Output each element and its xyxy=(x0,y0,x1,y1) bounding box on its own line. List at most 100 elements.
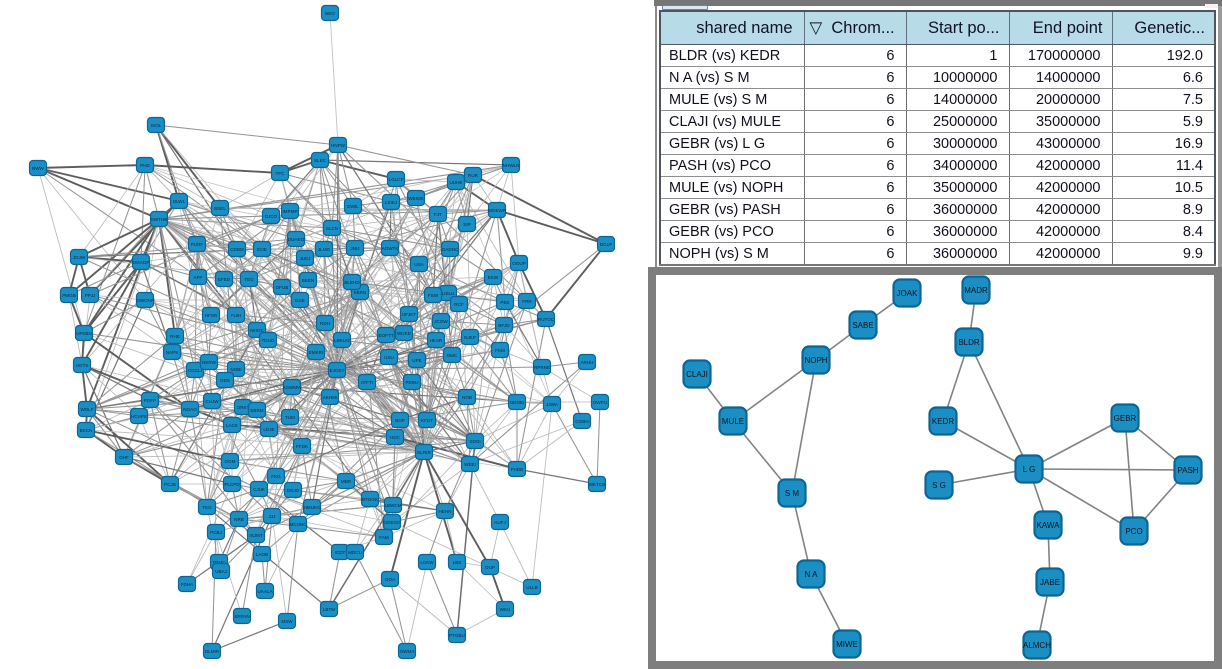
svg-text:RPRNE: RPRNE xyxy=(534,365,550,370)
svg-text:ORKT: ORKT xyxy=(237,405,250,410)
svg-text:PHD: PHD xyxy=(140,163,150,168)
svg-text:OFUB: OFUB xyxy=(276,285,289,290)
svg-text:FRR: FRR xyxy=(522,299,532,304)
svg-text:AGWMW: AGWMW xyxy=(282,385,302,390)
svg-text:FDHA: FDHA xyxy=(181,582,194,587)
svg-text:BKEN: BKEN xyxy=(302,278,315,283)
svg-text:GGM: GGM xyxy=(225,459,236,464)
svg-text:BWW: BWW xyxy=(32,166,44,171)
svg-text:JOJW: JOJW xyxy=(73,255,86,260)
svg-text:WBIMK: WBIMK xyxy=(408,196,425,201)
svg-text:CGCLI: CGCLI xyxy=(188,368,202,373)
svg-text:PDWJ: PDWJ xyxy=(405,380,418,385)
svg-text:TUM: TUM xyxy=(285,415,295,420)
svg-text:JABE: JABE xyxy=(1040,578,1060,587)
svg-text:RUR: RUR xyxy=(468,173,479,178)
svg-text:WUKD: WUKD xyxy=(397,331,412,336)
svg-text:PCBJ: PCBJ xyxy=(210,530,222,535)
svg-text:PMGB: PMGB xyxy=(62,293,76,298)
svg-text:LBWCM: LBWCM xyxy=(384,503,401,508)
svg-text:SABE: SABE xyxy=(852,321,873,330)
svg-text:ISJMT: ISJMT xyxy=(249,533,262,538)
svg-text:IMPMP: IMPMP xyxy=(282,209,297,214)
svg-text:FSW: FSW xyxy=(428,293,439,298)
svg-text:ODOEI: ODOEI xyxy=(510,400,525,405)
svg-text:KBRN: KBRN xyxy=(354,290,367,295)
svg-text:UUHE: UUHE xyxy=(449,180,462,185)
svg-text:BEO: BEO xyxy=(325,11,335,16)
svg-text:HKAR: HKAR xyxy=(430,338,443,343)
svg-text:SWTHB: SWTHB xyxy=(151,217,168,222)
svg-text:PLCPD: PLCPD xyxy=(224,482,240,487)
svg-text:USA: USA xyxy=(414,262,424,267)
svg-text:LBS: LBS xyxy=(453,560,462,565)
svg-text:DWIL: DWIL xyxy=(347,204,359,209)
svg-text:JNIJ: JNIJ xyxy=(350,246,359,251)
svg-text:JJJ: JJJ xyxy=(269,514,276,519)
svg-text:EBRM: EBRM xyxy=(250,408,263,413)
svg-text:OOUP: OOUP xyxy=(512,261,526,266)
svg-text:JLMG: JLMG xyxy=(318,247,331,252)
svg-text:MDCU: MDCU xyxy=(348,550,362,555)
svg-text:RHE: RHE xyxy=(170,334,180,339)
svg-text:RCF: RCF xyxy=(454,302,464,307)
svg-text:TFC: TFC xyxy=(276,171,286,176)
svg-text:HCAPE: HCAPE xyxy=(131,414,147,419)
svg-text:DLWL: DLWL xyxy=(173,199,186,204)
svg-text:USU: USU xyxy=(384,355,394,360)
svg-text:HDC: HDC xyxy=(390,435,401,440)
svg-text:ODS: ODS xyxy=(220,378,230,383)
svg-text:NOB: NOB xyxy=(462,395,472,400)
svg-text:KFDT: KFDT xyxy=(421,418,433,423)
svg-text:MIWE: MIWE xyxy=(836,640,858,649)
svg-text:MSW: MSW xyxy=(281,619,293,624)
svg-text:NRB: NRB xyxy=(234,517,244,522)
svg-text:ALMCH: ALMCH xyxy=(1023,641,1051,650)
svg-text:JJWA: JJWA xyxy=(546,402,559,407)
svg-text:UFKBN: UFKBN xyxy=(76,331,92,336)
svg-text:EFED: EFED xyxy=(218,277,231,282)
svg-text:SIP: SIP xyxy=(463,222,470,227)
svg-text:LAOB: LAOB xyxy=(256,552,268,557)
svg-text:KAWA: KAWA xyxy=(1037,521,1061,530)
svg-text:S G: S G xyxy=(932,481,946,490)
svg-text:TEG: TEG xyxy=(244,277,254,282)
svg-text:BFJD: BFJD xyxy=(498,323,510,328)
svg-text:FHDB: FHDB xyxy=(511,467,524,472)
svg-text:BSEL: BSEL xyxy=(214,206,226,211)
svg-text:BLEHD: BLEHD xyxy=(344,280,360,285)
svg-text:ATFTI: ATFTI xyxy=(361,380,373,385)
svg-text:EJOST: EJOST xyxy=(330,368,345,373)
svg-text:PCJB: PCJB xyxy=(164,482,176,487)
svg-text:PURF: PURF xyxy=(191,242,204,247)
svg-text:POFP: POFP xyxy=(144,398,157,403)
svg-text:OMC: OMC xyxy=(447,353,458,358)
svg-text:FFDK: FFDK xyxy=(296,444,309,449)
svg-text:HMUKO: HMUKO xyxy=(303,505,321,510)
svg-text:JCOW: JCOW xyxy=(434,319,448,324)
svg-text:WDLF: WDLF xyxy=(80,407,93,412)
svg-text:LCKW: LCKW xyxy=(420,560,434,565)
svg-text:TDUO: TDUO xyxy=(261,338,274,343)
svg-text:AGWTK: AGWTK xyxy=(382,246,400,251)
svg-text:MBR: MBR xyxy=(341,479,352,484)
svg-text:WKU: WKU xyxy=(500,607,511,612)
svg-text:NOBI: NOBI xyxy=(230,367,241,372)
svg-text:SLCN: SLCN xyxy=(326,226,338,231)
svg-text:WKTCB: WKTCB xyxy=(589,482,606,487)
svg-text:CJUK: CJUK xyxy=(253,487,266,492)
svg-text:NKRW: NKRW xyxy=(202,360,217,365)
svg-text:OGAOP: OGAOP xyxy=(133,260,150,265)
svg-text:HFSR: HFSR xyxy=(205,313,218,318)
svg-text:DCLP: DCLP xyxy=(600,242,612,247)
svg-text:AKHMI: AKHMI xyxy=(323,395,338,400)
svg-text:SRFAN: SRFAN xyxy=(234,614,249,619)
svg-text:PEK: PEK xyxy=(500,300,510,305)
svg-text:EKW: EKW xyxy=(488,275,499,280)
svg-text:GEBR: GEBR xyxy=(1114,414,1137,423)
svg-text:OHF: OHF xyxy=(119,455,129,460)
svg-text:OUP: OUP xyxy=(485,565,495,570)
svg-text:FKG: FKG xyxy=(271,474,281,479)
svg-text:WDEWR: WDEWR xyxy=(488,208,507,213)
svg-text:DOJO: DOJO xyxy=(287,488,300,493)
